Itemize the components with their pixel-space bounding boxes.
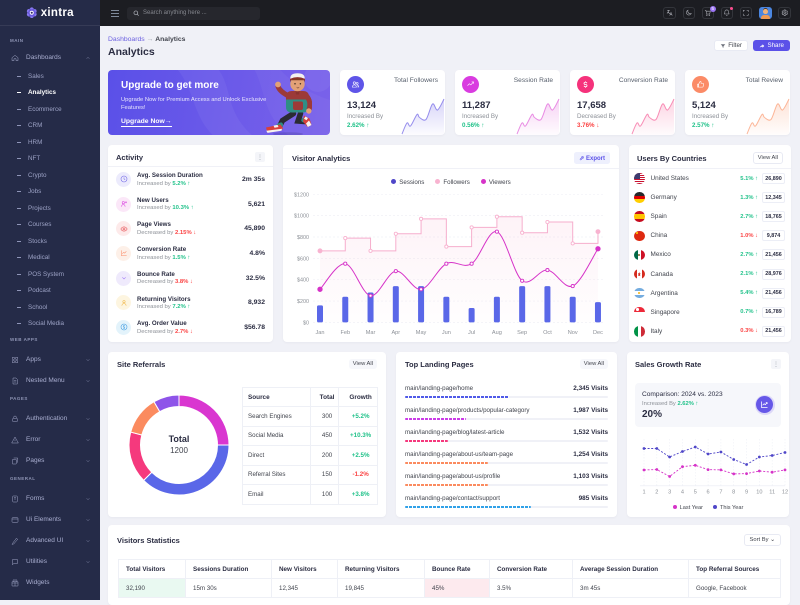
svg-text:5: 5 bbox=[694, 490, 697, 496]
svg-text:Oct: Oct bbox=[543, 330, 552, 336]
svg-text:7: 7 bbox=[719, 490, 722, 496]
svg-text:$0: $0 bbox=[303, 320, 309, 326]
svg-text:Sep: Sep bbox=[517, 330, 527, 336]
svg-text:Jan: Jan bbox=[315, 330, 324, 336]
svg-text:$800: $800 bbox=[297, 235, 309, 241]
svg-text:$400: $400 bbox=[297, 278, 309, 284]
svg-text:8: 8 bbox=[732, 490, 735, 496]
svg-text:Nov: Nov bbox=[568, 330, 578, 336]
svg-text:$600: $600 bbox=[297, 256, 309, 262]
svg-text:4: 4 bbox=[681, 490, 684, 496]
svg-text:Apr: Apr bbox=[391, 330, 400, 336]
svg-text:1: 1 bbox=[642, 490, 645, 496]
svg-text:Aug: Aug bbox=[492, 330, 502, 336]
svg-text:Dec: Dec bbox=[593, 330, 603, 336]
svg-text:9: 9 bbox=[745, 490, 748, 496]
svg-text:Jun: Jun bbox=[442, 330, 451, 336]
svg-text:$1200: $1200 bbox=[294, 192, 309, 198]
svg-text:11: 11 bbox=[769, 490, 775, 496]
svg-text:6: 6 bbox=[707, 490, 710, 496]
svg-text:$1000: $1000 bbox=[294, 214, 309, 220]
svg-text:2: 2 bbox=[655, 490, 658, 496]
svg-text:Jul: Jul bbox=[468, 330, 475, 336]
svg-text:3: 3 bbox=[668, 490, 671, 496]
svg-text:May: May bbox=[416, 330, 427, 336]
svg-text:Mar: Mar bbox=[366, 330, 376, 336]
svg-text:10: 10 bbox=[756, 490, 762, 496]
svg-text:Feb: Feb bbox=[340, 330, 350, 336]
svg-text:$200: $200 bbox=[297, 299, 309, 305]
svg-text:12: 12 bbox=[782, 490, 788, 496]
